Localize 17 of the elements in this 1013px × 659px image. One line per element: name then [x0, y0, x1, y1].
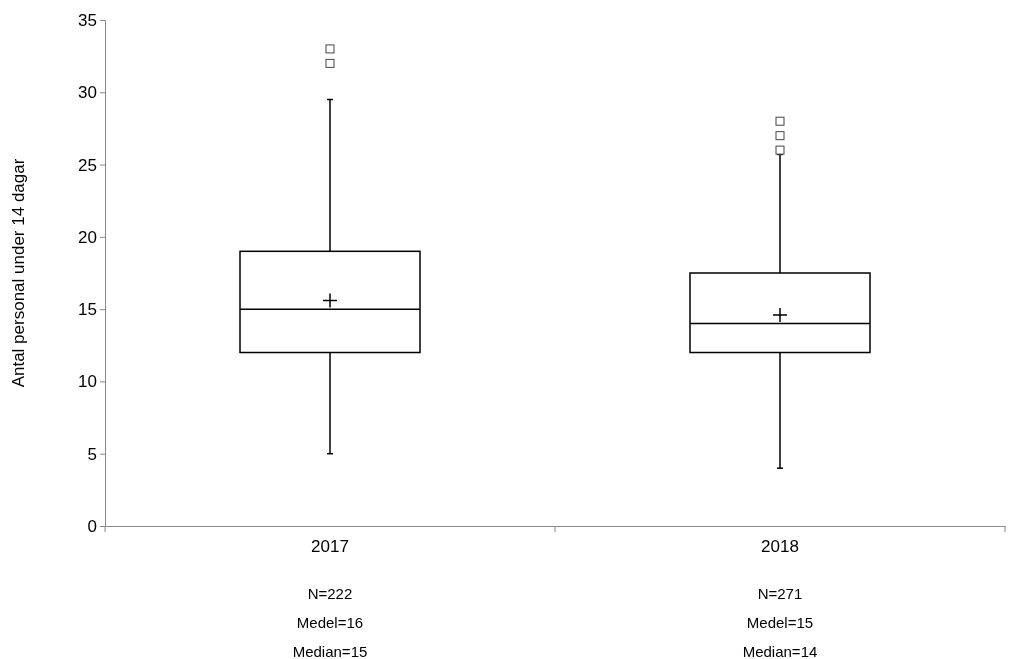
y-tick-label: 5	[87, 444, 97, 464]
x-tick-label: 2017	[311, 537, 349, 557]
y-tick-label: 15	[78, 300, 97, 320]
y-tick-label: 30	[78, 83, 97, 103]
x-tick-label: 2018	[761, 537, 799, 557]
y-tick-label: 0	[87, 516, 97, 536]
text: N=271	[757, 585, 803, 602]
y-tick-label: 10	[78, 372, 97, 392]
text: Medel=16	[296, 614, 364, 631]
text: Medel=15	[746, 614, 814, 631]
text: Median=15	[292, 643, 368, 659]
y-axis-title: Antal personal under 14 dagar	[9, 158, 28, 388]
y-tick-label: 25	[78, 155, 97, 175]
y-tick-label: 35	[78, 10, 97, 30]
text: N=222	[307, 585, 353, 602]
text: Median=14	[742, 643, 818, 659]
y-tick-label: 20	[78, 227, 97, 247]
